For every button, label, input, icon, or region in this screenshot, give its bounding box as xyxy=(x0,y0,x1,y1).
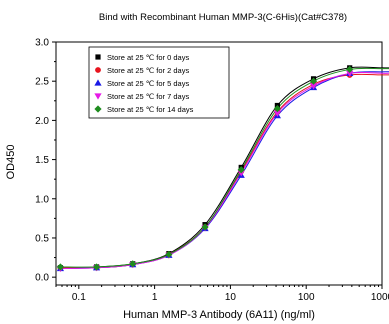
legend-label: Store at 25 ℃ for 0 days xyxy=(107,53,189,62)
y-tick-label: 2.0 xyxy=(35,116,49,127)
data-point xyxy=(346,70,354,77)
x-tick-label: 1 xyxy=(152,292,158,303)
data-point xyxy=(273,110,281,117)
data-point xyxy=(309,77,318,85)
legend-label: Store at 25 ℃ for 14 days xyxy=(107,105,194,114)
legend-marker xyxy=(94,93,102,100)
legend-box xyxy=(88,46,230,119)
y-tick-label: 0.0 xyxy=(35,273,49,284)
legend-marker xyxy=(95,67,101,73)
data-point xyxy=(201,223,209,231)
y-axis: 0.0 0.5 1.0 1.5 2.0 2.5 3.0 xyxy=(35,38,56,284)
x-tick-label: 100 xyxy=(298,292,315,303)
legend-label: Store at 25 ℃ for 7 days xyxy=(107,92,189,101)
data-point xyxy=(56,263,65,271)
y-tick-label: 1.5 xyxy=(35,155,49,166)
legend-label: Store at 25 ℃ for 2 days xyxy=(107,66,189,75)
x-axis-title: Human MMP-3 Antibody (6A11) (ng/ml) xyxy=(123,309,315,321)
y-tick-label: 1.0 xyxy=(35,194,49,205)
y-tick-label: 0.5 xyxy=(35,233,49,244)
data-point xyxy=(273,105,281,113)
legend-marker xyxy=(95,54,101,60)
data-point xyxy=(309,83,318,90)
y-axis-title: OD450 xyxy=(5,145,17,180)
legend-label: Store at 25 ℃ for 5 days xyxy=(107,79,189,88)
x-axis: 0.1 1 10 100 1000 xyxy=(55,285,389,303)
data-point xyxy=(237,170,245,177)
series-points-4 xyxy=(56,65,354,271)
data-point xyxy=(129,260,137,268)
data-points xyxy=(56,65,354,273)
chart-title: Bind with Recombinant Human MMP-3(C-6His… xyxy=(99,12,347,23)
legend: Store at 25 ℃ for 0 days Store at 25 ℃ fo… xyxy=(88,46,230,119)
x-tick-label: 0.1 xyxy=(72,292,86,303)
y-tick-label: 3.0 xyxy=(35,38,49,49)
data-point xyxy=(165,250,173,259)
y-tick-label: 2.5 xyxy=(35,77,49,88)
x-tick-label: 10 xyxy=(225,292,237,303)
data-point xyxy=(237,166,245,174)
data-point xyxy=(92,263,101,271)
legend-marker xyxy=(94,79,102,86)
legend-marker xyxy=(94,105,102,113)
data-point xyxy=(346,65,354,74)
x-tick-label: 1000 xyxy=(371,292,389,303)
